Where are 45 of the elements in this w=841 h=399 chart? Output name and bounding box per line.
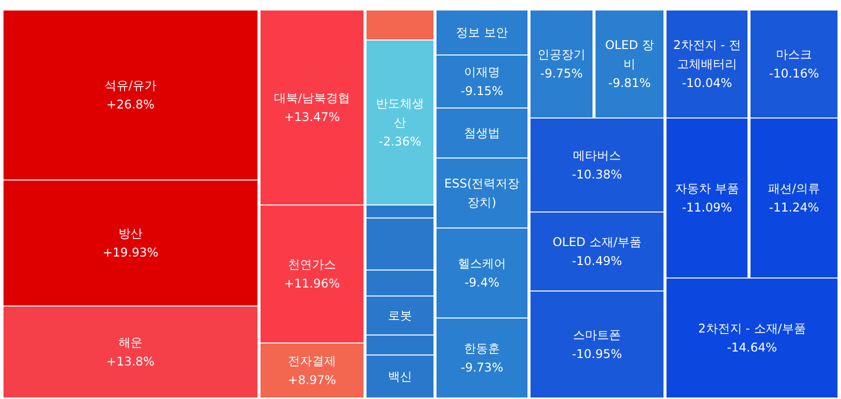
data-label: -10.04% [682,76,732,90]
category-label: 해운 [118,336,142,350]
data-label: +26.8% [106,98,155,112]
data-label: +11.96% [284,276,340,291]
data-label: -2.36% [378,134,422,149]
data-label: -10.16% [768,66,820,81]
category-label: 헬스케어 [458,256,506,271]
data-label: -10.95% [572,347,622,362]
data-label: +8.97% [288,373,336,388]
data-label: -9.75% [540,66,583,81]
category-label: 방산 [118,226,142,241]
data-label: -10.38% [572,168,622,182]
category-label: ESS(전력저장장치) [444,176,520,210]
data-label: -14.64% [726,340,778,355]
category-label: 인공장기 [538,48,586,62]
category-label: 로봇 [388,308,412,323]
category-label: 대북/남북경협 [274,91,350,106]
category-label: OLED 소재/부품 [552,235,642,250]
category-label: 이재명 [464,65,500,80]
category-label: 메타버스 [573,148,621,163]
category-label: OLED 장비 [605,38,654,72]
data-label: -11.09% [682,200,732,215]
category-label: 석유/유가 [104,78,157,93]
category-label: 마스크 [776,48,812,62]
data-label: +13.8% [106,354,155,369]
category-label: 반도체생산 [376,96,424,130]
data-label: +19.93% [102,246,158,260]
data-label: -9.4% [464,276,500,290]
category-label: 2차전지 - 전고체배터리 [673,38,741,72]
category-label: 첨생법 [464,126,500,140]
category-label: 패션/의류 [768,182,820,196]
category-label: 전자결제 [288,354,336,368]
category-label: 자동차 부품 [675,182,739,196]
data-label: -9.15% [460,84,504,98]
data-label: -11.24% [768,200,820,215]
data-label: -9.73% [460,360,504,375]
category-label: 스마트폰 [573,328,621,342]
data-label: +13.47% [284,110,340,124]
category-label: 백신 [388,370,412,384]
category-label: 정보 보안 [456,26,508,40]
category-label: 천연가스 [288,258,336,272]
category-label: 한동훈 [464,342,500,356]
category-label: 2차전지 - 소재/부품 [698,322,806,336]
data-label: -9.81% [608,76,651,90]
data-label: -10.49% [572,254,622,268]
